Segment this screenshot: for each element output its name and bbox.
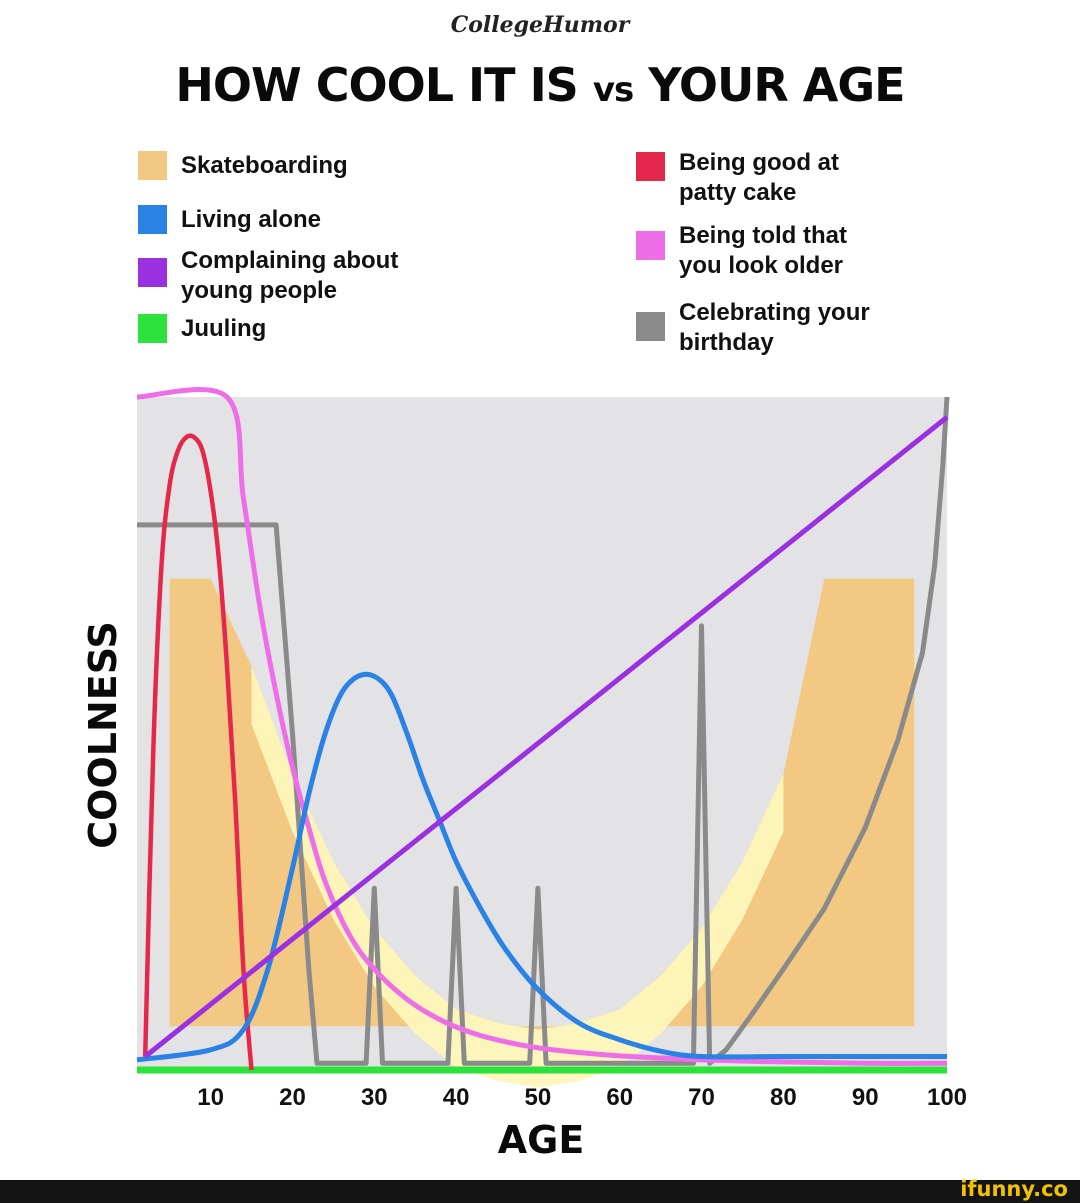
legend-label: Being told that you look older (679, 222, 847, 279)
x-tick-label: 60 (606, 1084, 633, 1111)
x-tick-label: 100 (927, 1084, 967, 1111)
footer-bar: ifunny.co (0, 1177, 1080, 1203)
x-tick-label: 40 (443, 1084, 470, 1111)
legend-swatch (636, 152, 665, 181)
legend-label: Complaining about young people (181, 247, 399, 304)
legend-swatch (636, 312, 665, 341)
x-tick-label: 70 (688, 1084, 715, 1111)
series-line-complaining-about-young-people (143, 415, 949, 1059)
x-axis-ticks: 10 20 30 40 50 60 70 80 90 100 (197, 1084, 967, 1111)
x-tick-label: 30 (361, 1084, 388, 1111)
legend-swatch (636, 231, 665, 260)
title-end: YOUR AGE (633, 58, 905, 112)
legend-swatch (138, 258, 167, 287)
title-main: HOW COOL IT IS (175, 58, 593, 112)
collegehumor-logo: CollegeHumor (450, 12, 630, 38)
chart-title: HOW COOL IT IS vs YOUR AGE (0, 58, 1080, 112)
series-line-being-told-that-you-look-older (136, 387, 948, 1066)
series-line-being-good-at-patty-cake (142, 433, 254, 1071)
title-vs: vs (592, 70, 634, 110)
series-layer (136, 387, 950, 1074)
legend-label: Being good at patty cake (679, 149, 839, 206)
x-tick-label: 10 (197, 1084, 224, 1111)
x-tick-label: 20 (279, 1084, 306, 1111)
legend-swatch (138, 314, 167, 343)
series-line-celebrating-your-birthday (137, 396, 950, 1066)
y-axis-label: COOLNESS (81, 621, 125, 849)
ifunny-watermark: ifunny.co (960, 1177, 1068, 1201)
legend-label: Juuling (181, 315, 267, 342)
x-tick-label: 90 (852, 1084, 879, 1111)
x-axis-label: AGE (498, 1118, 585, 1162)
legend-label: Skateboarding (181, 152, 348, 179)
legend-swatch (138, 151, 167, 180)
x-tick-label: 50 (525, 1084, 552, 1111)
legend-label: Living alone (181, 206, 322, 233)
legend-swatch (138, 205, 167, 234)
x-tick-label: 80 (770, 1084, 797, 1111)
legend-label: Celebrating your birthday (679, 299, 870, 356)
series-line-living-alone (136, 671, 947, 1063)
